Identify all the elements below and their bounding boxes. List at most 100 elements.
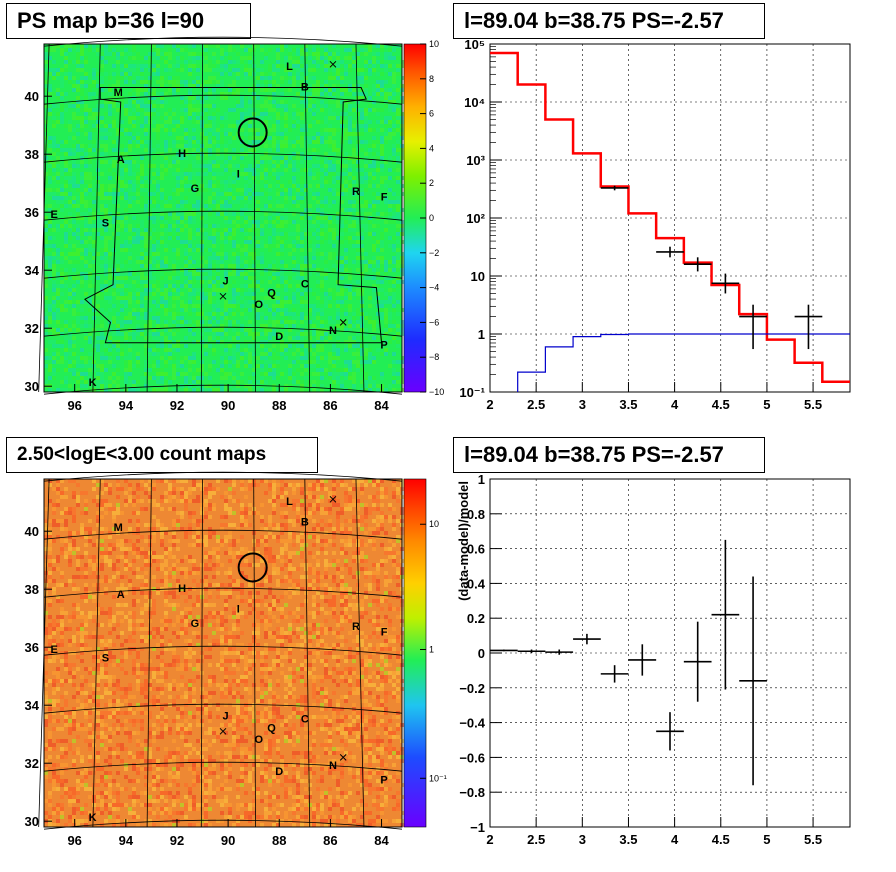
map-pixel [184, 168, 188, 172]
map-pixel [264, 340, 268, 344]
map-pixel [112, 316, 116, 320]
map-pixel [168, 120, 172, 124]
map-pixel [248, 344, 252, 348]
map-pixel [296, 96, 300, 100]
map-pixel [200, 52, 204, 56]
map-pixel [276, 360, 280, 364]
map-pixel [332, 531, 336, 535]
map-pixel [44, 364, 48, 368]
map-pixel [368, 60, 372, 64]
map-pixel [368, 120, 372, 124]
map-pixel [108, 360, 112, 364]
map-pixel [160, 296, 164, 300]
map-pixel [44, 216, 48, 220]
map-pixel [228, 108, 232, 112]
map-pixel [64, 164, 68, 168]
map-pixel [124, 368, 128, 372]
map-pixel [52, 304, 56, 308]
map-pixel [164, 328, 168, 332]
map-pixel [120, 104, 124, 108]
map-pixel [220, 164, 224, 168]
map-pixel [188, 384, 192, 388]
map-pixel [128, 487, 132, 491]
map-frame [43, 43, 403, 393]
map-pixel [164, 348, 168, 352]
map-pixel [84, 76, 88, 80]
map-pixel [368, 180, 372, 184]
map-pixel [128, 332, 132, 336]
map-pixel [44, 296, 48, 300]
map-pixel [392, 324, 396, 328]
map-pixel [340, 384, 344, 388]
map-pixel [308, 136, 312, 140]
map-pixel [364, 276, 368, 280]
map-pixel [232, 479, 236, 483]
map-pixel [228, 264, 232, 268]
map-pixel [372, 244, 376, 248]
map-pixel [56, 388, 60, 392]
map-pixel [216, 256, 220, 260]
map-pixel [192, 212, 196, 216]
map-pixel [200, 483, 204, 487]
map-pixel [344, 248, 348, 252]
map-pixel [276, 336, 280, 340]
map-pixel [172, 296, 176, 300]
map-pixel [176, 168, 180, 172]
map-pixel [336, 288, 340, 292]
map-pixel [68, 296, 72, 300]
map-pixel [120, 352, 124, 356]
map-pixel [316, 356, 320, 360]
map-pixel [224, 216, 228, 220]
map-pixel [172, 507, 176, 511]
source-label: N [329, 325, 337, 337]
map-pixel [156, 44, 160, 48]
map-pixel [276, 144, 280, 148]
map-pixel [392, 92, 396, 96]
map-pixel [216, 80, 220, 84]
map-pixel [348, 344, 352, 348]
map-pixel [212, 80, 216, 84]
map-pixel [140, 164, 144, 168]
map-pixel [172, 344, 176, 348]
map-pixel [156, 136, 160, 140]
map-pixel [140, 256, 144, 260]
map-pixel [312, 44, 316, 48]
map-pixel [284, 56, 288, 60]
map-pixel [268, 292, 272, 296]
map-pixel [232, 348, 236, 352]
map-pixel [384, 320, 388, 324]
map-pixel [384, 120, 388, 124]
map-pixel [280, 491, 284, 495]
map-pixel [304, 92, 308, 96]
map-pixel [172, 519, 176, 523]
map-pixel [288, 68, 292, 72]
map-pixel [276, 244, 280, 248]
map-pixel [168, 491, 172, 495]
map-pixel [260, 232, 264, 236]
map-pixel [320, 256, 324, 260]
map-pixel [188, 268, 192, 272]
map-pixel [260, 296, 264, 300]
map-pixel [92, 244, 96, 248]
map-pixel [252, 348, 256, 352]
map-pixel [140, 104, 144, 108]
map-pixel [388, 280, 392, 284]
map-pixel [160, 292, 164, 296]
map-pixel [168, 292, 172, 296]
map-pixel [108, 132, 112, 136]
map-pixel [244, 216, 248, 220]
map-pixel [276, 292, 280, 296]
map-pixel [208, 168, 212, 172]
map-pixel [392, 128, 396, 132]
map-pixel [104, 256, 108, 260]
map-pixel [136, 108, 140, 112]
map-pixel [348, 268, 352, 272]
map-pixel [100, 515, 104, 519]
map-pixel [48, 308, 52, 312]
map-pixel [96, 324, 100, 328]
map-pixel [284, 264, 288, 268]
map-pixel [300, 212, 304, 216]
map-pixel [152, 56, 156, 60]
map-pixel [136, 104, 140, 108]
map-pixel [196, 272, 200, 276]
